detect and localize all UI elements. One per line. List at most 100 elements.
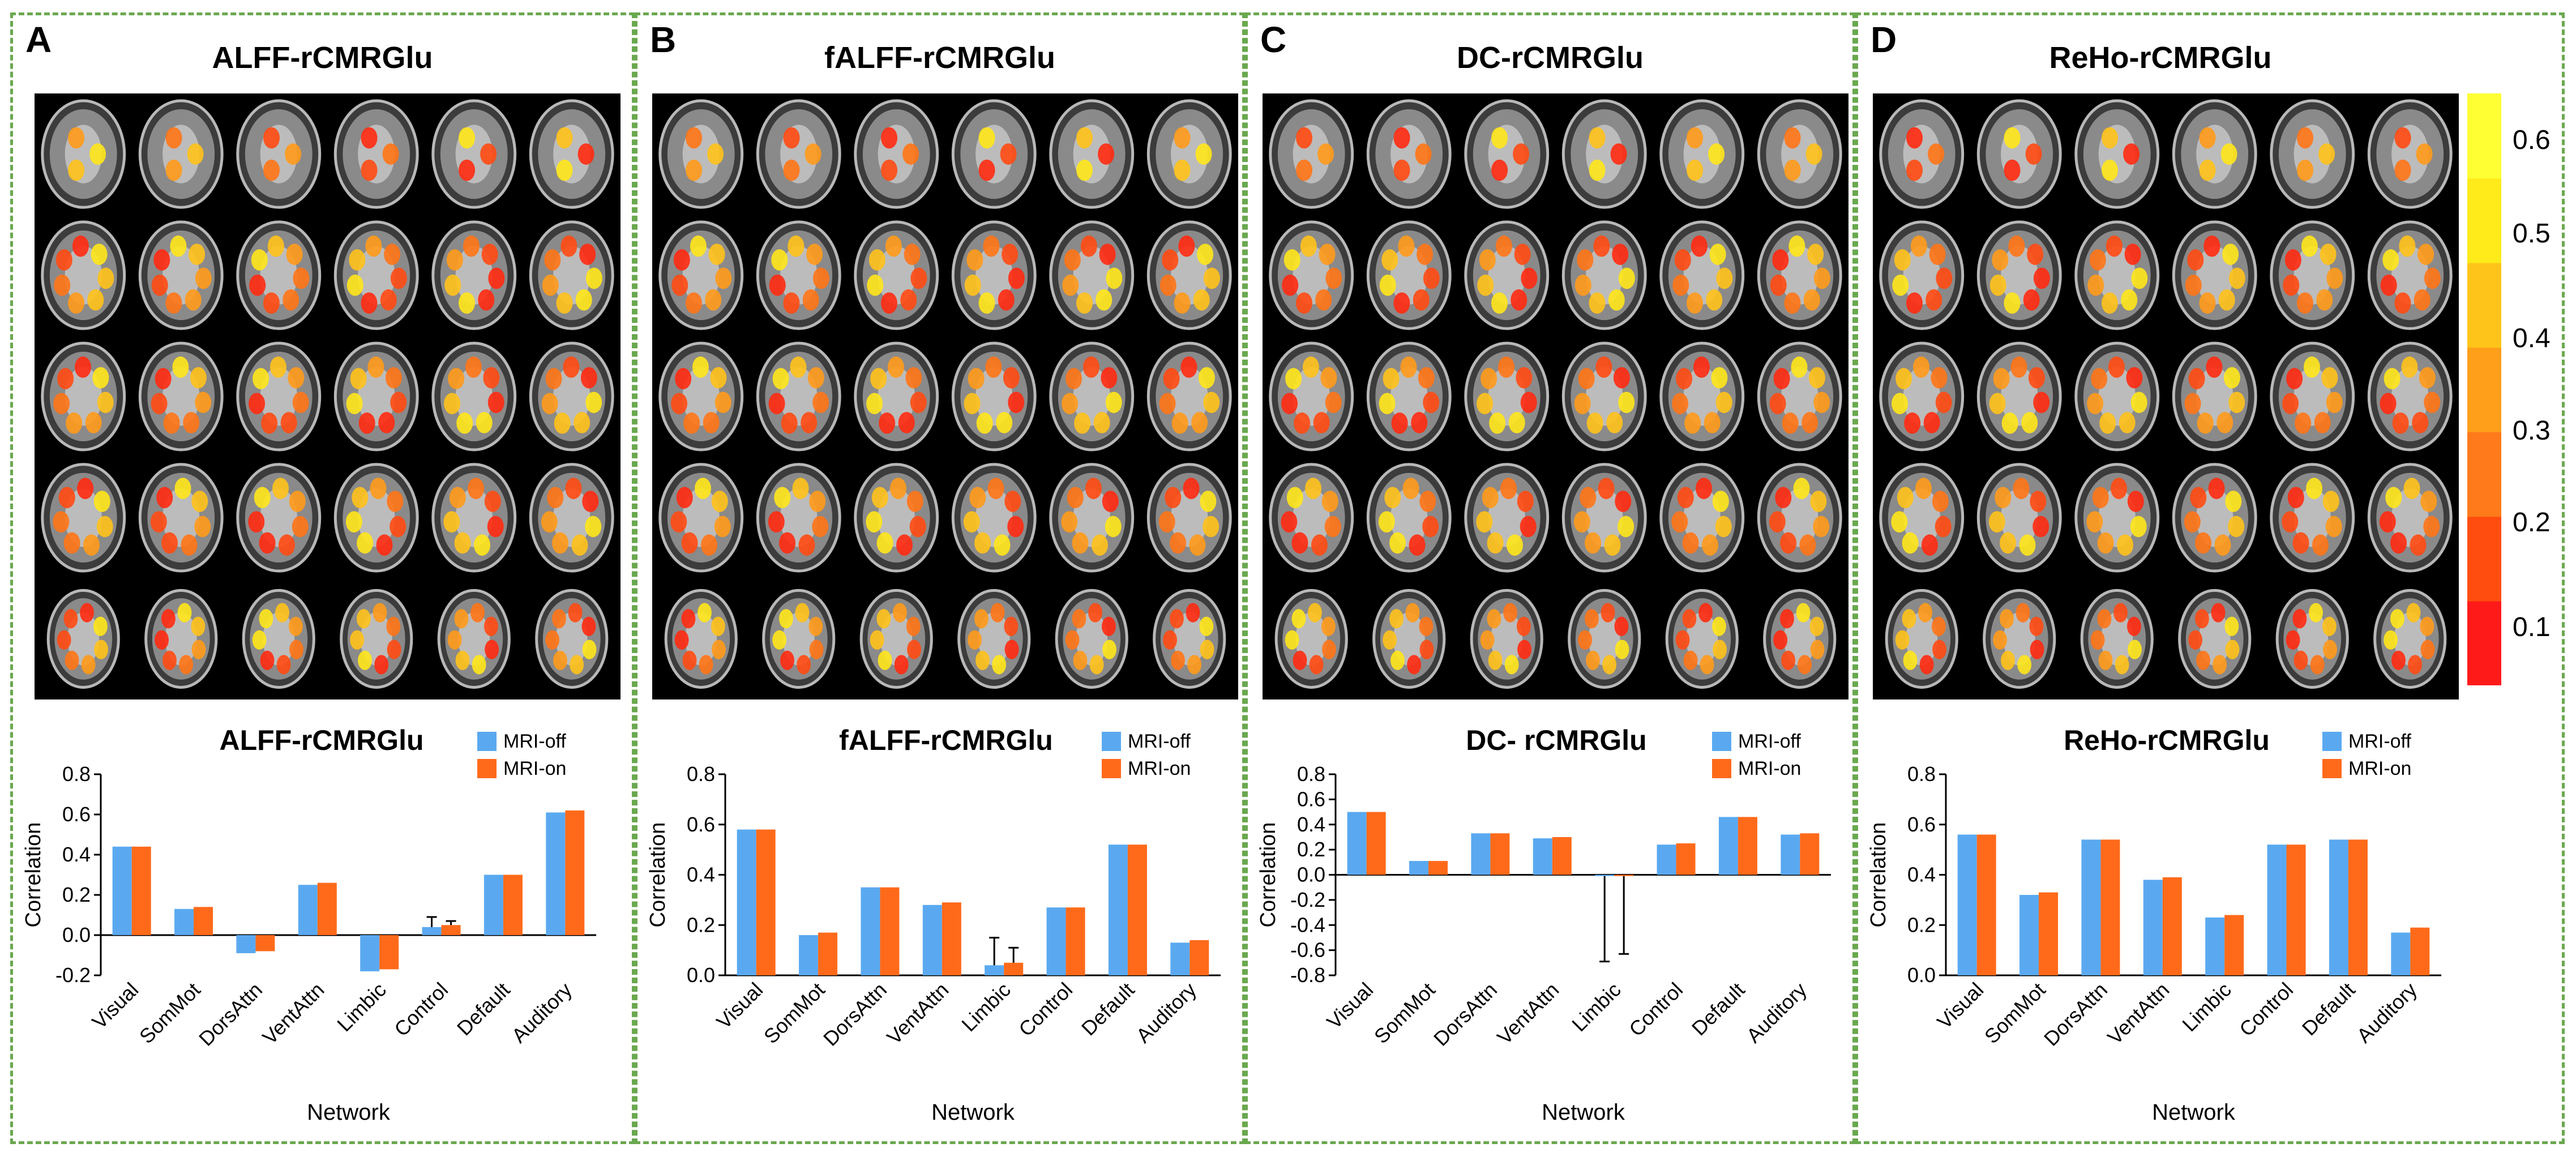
white-matter <box>65 488 102 547</box>
activation-blob <box>1923 412 1940 434</box>
legend-swatch <box>1712 759 1731 778</box>
brain-slice <box>437 588 511 689</box>
activation-blob <box>1062 274 1079 296</box>
activation-blob <box>686 159 703 181</box>
activation-blob <box>1174 159 1191 181</box>
activation-blob <box>2218 289 2235 311</box>
activation-blob <box>581 616 596 637</box>
activation-blob <box>77 477 94 500</box>
activation-blob <box>711 616 725 637</box>
brain-slice <box>1757 342 1842 451</box>
activation-blob <box>2424 391 2441 413</box>
activation-blob <box>1320 367 1337 389</box>
activation-blob <box>458 292 475 314</box>
activation-blob <box>1064 249 1081 271</box>
activation-blob <box>390 267 407 289</box>
x-tick-label: Control <box>1624 978 1687 1041</box>
activation-blob <box>1072 532 1089 554</box>
activation-blob <box>476 412 493 434</box>
activation-blob <box>1784 127 1801 149</box>
activation-blob <box>1200 639 1214 659</box>
activation-blob <box>1295 292 1312 314</box>
activation-blob <box>444 274 461 296</box>
brain-slice <box>431 342 517 451</box>
activation-blob <box>685 292 702 314</box>
activation-blob <box>1602 655 1617 675</box>
bar-mri-off <box>1471 833 1491 875</box>
activation-blob <box>1294 412 1311 434</box>
activation-blob <box>2384 368 2400 390</box>
activation-blob <box>1902 532 1919 554</box>
brain-slice <box>1049 220 1135 330</box>
activation-blob <box>2001 412 2018 434</box>
activation-blob <box>361 159 378 181</box>
activation-blob <box>585 267 602 289</box>
white-matter <box>1781 488 1818 547</box>
brain-slice <box>854 342 939 451</box>
activation-blob <box>1419 490 1436 513</box>
x-tick-label: SomMot <box>1980 978 2050 1048</box>
activation-blob <box>68 127 85 149</box>
activation-blob <box>1008 391 1025 413</box>
activation-blob <box>2282 393 2299 415</box>
brain-slice <box>242 588 315 689</box>
activation-blob <box>1613 367 1630 389</box>
x-axis-label: Network <box>2152 1100 2236 1125</box>
activation-blob <box>1671 511 1688 533</box>
activation-blob <box>1691 235 1708 257</box>
activation-blob <box>261 412 278 434</box>
x-tick-label: VentAttn <box>258 978 328 1049</box>
activation-blob <box>580 367 597 389</box>
activation-blob <box>1772 249 1789 271</box>
activation-blob <box>267 235 284 257</box>
activation-blob <box>2309 603 2323 622</box>
activation-blob <box>2321 367 2338 389</box>
activation-blob <box>570 655 584 675</box>
activation-blob <box>2126 367 2143 389</box>
activation-blob <box>2089 249 2106 271</box>
activation-blob <box>1706 289 1723 311</box>
activation-blob <box>170 235 187 257</box>
activation-blob <box>2188 368 2205 390</box>
brain-slice <box>1146 342 1232 451</box>
activation-blob <box>2130 515 2147 538</box>
white-matter <box>455 367 493 426</box>
activation-blob <box>870 630 884 650</box>
panel-d: D ReHo-rCMRGlu ReHo-rCMRGlu MRI-off MRI-on… <box>1855 12 2565 1144</box>
brain-slice <box>1879 220 1965 330</box>
activation-blob <box>1400 356 1417 378</box>
activation-blob <box>974 609 989 629</box>
activation-blob <box>2124 244 2141 265</box>
brain-slice <box>1366 342 1452 451</box>
brain-slice <box>1269 342 1354 451</box>
activation-blob <box>1614 616 1629 637</box>
bar-mri-on <box>2348 839 2368 975</box>
brain-slice <box>529 99 614 209</box>
activation-blob <box>2408 655 2423 675</box>
activation-blob <box>1324 515 1341 538</box>
white-matter <box>455 488 493 547</box>
activation-blob <box>1684 412 1701 434</box>
activation-blob <box>155 368 172 390</box>
activation-blob <box>1004 490 1021 513</box>
bar-mri-off <box>422 927 442 935</box>
x-tick-label: DorsAttn <box>194 978 267 1051</box>
activation-blob <box>2016 603 2030 622</box>
activation-blob <box>2410 534 2427 556</box>
activation-blob <box>1993 630 2008 650</box>
activation-blob <box>2023 289 2040 311</box>
activation-blob <box>292 391 309 413</box>
activation-blob <box>385 367 402 389</box>
activation-blob <box>2216 412 2233 434</box>
bar-mri-off <box>1657 844 1676 875</box>
activation-blob <box>1291 609 1306 629</box>
activation-blob <box>2384 630 2398 650</box>
activation-blob <box>2206 356 2223 378</box>
colorbar-segment <box>2467 347 2501 433</box>
activation-blob <box>1936 267 1953 289</box>
y-tick-label: 0.4 <box>687 863 715 886</box>
activation-blob <box>896 534 913 556</box>
activation-blob <box>1305 477 1322 500</box>
activation-blob <box>1480 368 1497 390</box>
activation-blob <box>151 274 168 296</box>
